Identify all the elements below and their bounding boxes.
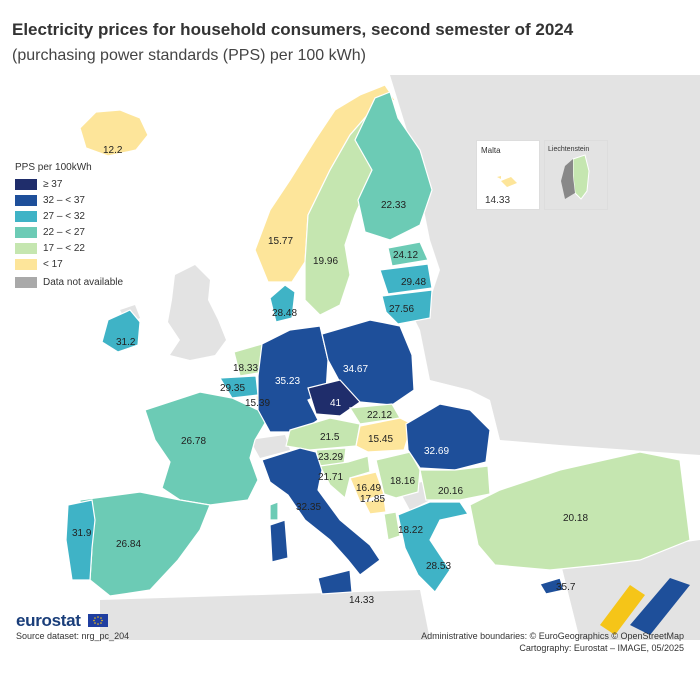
- country-italy-sicily[interactable]: [317, 569, 353, 595]
- label-bosnia: 16.49: [356, 483, 381, 494]
- eu-flag-icon: [88, 614, 108, 627]
- label-slovakia: 22.12: [367, 410, 392, 421]
- label-hungary: 15.45: [368, 434, 393, 445]
- label-albania: 18.22: [398, 525, 423, 536]
- country-germany[interactable]: [257, 325, 329, 433]
- label-austria: 21.5: [320, 432, 340, 443]
- label-malta: 14.33: [349, 595, 374, 606]
- label-sweden: 19.96: [313, 256, 338, 267]
- label-portugal: 31.9: [72, 528, 92, 539]
- label-germany: 35.23: [275, 376, 300, 387]
- corner-stripes: [600, 578, 690, 635]
- liechtenstein-shape: [561, 154, 590, 200]
- country-estonia[interactable]: [387, 241, 429, 267]
- label-latvia: 29.48: [401, 277, 426, 288]
- admin-boundaries-note: Administrative boundaries: © EuroGeograp…: [421, 631, 684, 641]
- legend-item: 22 – < 27: [15, 225, 123, 239]
- label-cyprus: 35.7: [556, 582, 576, 593]
- eu-stars-icon: [93, 616, 103, 625]
- country-finland[interactable]: [354, 91, 433, 241]
- liechtenstein-inset-title: Liechtenstein: [548, 146, 590, 153]
- country-denmark[interactable]: [269, 284, 296, 323]
- cartography-note: Cartography: Eurostat – IMAGE, 05/2025: [519, 643, 684, 653]
- eurostat-logo: eurostat: [16, 611, 81, 630]
- country-turkey[interactable]: [469, 451, 691, 571]
- country-lithuania[interactable]: [381, 289, 433, 325]
- label-estonia: 24.12: [393, 250, 418, 261]
- map-subtitle: (purchasing power standards (PPS) per 10…: [12, 47, 366, 64]
- legend-item: 32 – < 37: [15, 193, 123, 207]
- malta-inset-value: 14.33: [485, 195, 511, 206]
- label-spain: 26.84: [116, 539, 141, 550]
- source-note: Source dataset: nrg_pc_204: [16, 631, 130, 641]
- label-lithuania: 27.56: [389, 304, 414, 315]
- country-spain[interactable]: [79, 491, 211, 597]
- country-ireland[interactable]: [101, 309, 141, 353]
- label-ireland: 31.2: [116, 337, 136, 348]
- legend-item: Data not available: [15, 275, 123, 289]
- countries: [65, 84, 691, 597]
- label-finland: 22.33: [381, 200, 406, 211]
- label-greece: 28.53: [426, 561, 451, 572]
- label-poland: 34.67: [343, 364, 368, 375]
- country-bulgaria[interactable]: [419, 465, 491, 501]
- legend: PPS per 100kWh ≥ 37 32 – < 37 27 – < 32 …: [15, 162, 123, 291]
- country-latvia[interactable]: [379, 263, 433, 295]
- country-poland[interactable]: [321, 319, 415, 406]
- label-turkey: 20.18: [563, 513, 588, 524]
- country-france[interactable]: [144, 391, 269, 506]
- label-denmark: 28.48: [272, 308, 297, 319]
- non-eu-land: [100, 75, 700, 640]
- label-bulgaria: 20.16: [438, 486, 463, 497]
- legend-title: PPS per 100kWh: [15, 162, 92, 173]
- legend-item: ≥ 37: [15, 177, 123, 191]
- label-slovenia: 23.29: [318, 452, 343, 463]
- country-france-corsica[interactable]: [269, 501, 279, 521]
- legend-item: 17 – < 22: [15, 241, 123, 255]
- country-portugal[interactable]: [65, 499, 96, 581]
- label-italy: 32.35: [296, 502, 321, 513]
- value-labels: 12.2 15.77 19.96 22.33 24.12 29.48 27.56…: [72, 145, 588, 606]
- label-croatia: 21.71: [318, 472, 343, 483]
- country-iceland[interactable]: [79, 109, 149, 157]
- label-belgium: 29.35: [220, 383, 245, 394]
- country-italy[interactable]: [261, 447, 381, 576]
- label-luxembourg: 15.39: [245, 398, 270, 409]
- label-iceland: 12.2: [103, 145, 123, 156]
- country-hungary[interactable]: [355, 417, 413, 453]
- label-montenegro: 17.85: [360, 494, 385, 505]
- country-romania[interactable]: [405, 403, 491, 471]
- label-france: 26.78: [181, 436, 206, 447]
- malta-inset-title: Malta: [481, 146, 501, 155]
- legend-item: 27 – < 32: [15, 209, 123, 223]
- label-serbia: 18.16: [390, 476, 415, 487]
- country-greece[interactable]: [397, 501, 469, 593]
- liechtenstein-inset: Liechtenstein: [544, 140, 608, 210]
- legend-item: < 17: [15, 257, 123, 271]
- country-montenegro[interactable]: [363, 497, 387, 515]
- label-norway: 15.77: [268, 236, 293, 247]
- country-albania[interactable]: [383, 511, 401, 541]
- malta-shape: [497, 176, 517, 187]
- map-title: Electricity prices for household consume…: [12, 20, 574, 39]
- country-italy-sardinia[interactable]: [269, 519, 289, 563]
- country-cyprus[interactable]: [539, 577, 565, 595]
- country-croatia[interactable]: [319, 455, 371, 500]
- label-netherlands: 18.33: [233, 363, 258, 374]
- label-czechia: 41: [330, 398, 342, 409]
- label-romania: 32.69: [424, 446, 449, 457]
- malta-inset: Malta 14.33: [476, 140, 540, 210]
